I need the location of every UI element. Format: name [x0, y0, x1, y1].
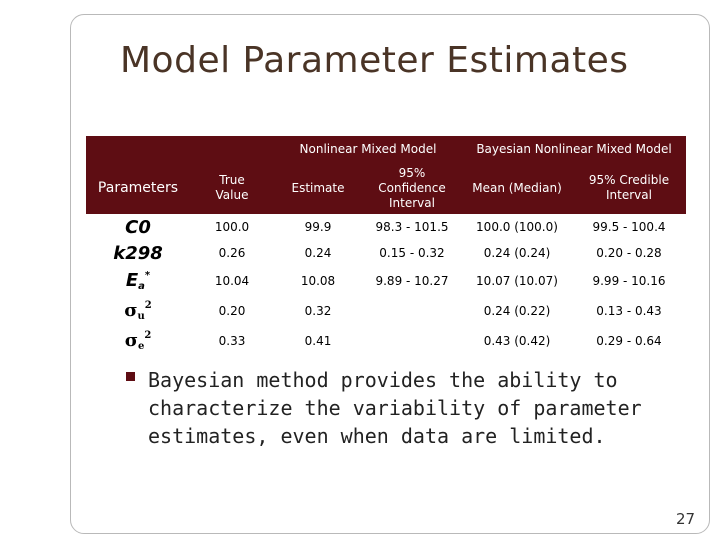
cell-value: 10.07 (10.07) — [476, 274, 558, 288]
param-label: σe2 — [125, 330, 152, 352]
table-row-sigma-u-true: 0.20 — [190, 296, 274, 326]
table-row-sigma-e-est: 0.41 — [274, 326, 362, 356]
table-row-ea-ci: 9.89 - 10.27 — [362, 266, 462, 296]
cell-value: 99.9 — [304, 220, 332, 234]
cell-value: 10.04 — [214, 274, 250, 288]
cell-value: 9.89 - 10.27 — [375, 274, 449, 288]
header-blank-top — [86, 136, 274, 162]
table-row-sigma-u-mean: 0.24 (0.22) — [462, 296, 572, 326]
cell-value: 0.24 (0.24) — [483, 246, 551, 260]
param-label: k298 — [113, 242, 163, 264]
table-row-sigma-u-cred: 0.13 - 0.43 — [572, 296, 686, 326]
col-header-mean-median-label: Mean (Median) — [472, 180, 562, 195]
cell-value: 0.32 — [304, 304, 332, 318]
param-label: Ea* — [126, 270, 150, 292]
table-row-ea-mean: 10.07 (10.07) — [462, 266, 572, 296]
param-base: E — [125, 270, 139, 291]
table-row-c0-true: 100.0 — [190, 214, 274, 240]
slide-frame — [70, 14, 710, 534]
group-header-nlmm-label: Nonlinear Mixed Model — [299, 141, 437, 156]
param-subscript: u — [137, 311, 145, 322]
param-subscript: a — [138, 281, 145, 292]
table-row-c0-est: 99.9 — [274, 214, 362, 240]
bullet-item: Bayesian method provides the ability to … — [126, 366, 666, 450]
table-row-ea-est: 10.08 — [274, 266, 362, 296]
table-row-k298-ci: 0.15 - 0.32 — [362, 240, 462, 266]
table-row-sigma-u-est: 0.32 — [274, 296, 362, 326]
bullet-text: Bayesian method provides the ability to … — [148, 368, 642, 448]
param-label: C0 — [125, 216, 151, 238]
cell-value: 10.08 — [300, 274, 336, 288]
page-number: 27 — [676, 510, 696, 528]
table-row-c0-ci: 98.3 - 101.5 — [362, 214, 462, 240]
group-header-bayes: Bayesian Nonlinear Mixed Model — [462, 136, 686, 162]
cell-value: 0.13 - 0.43 — [596, 304, 662, 318]
table-row-k298-est: 0.24 — [274, 240, 362, 266]
col-header-parameters: Parameters — [86, 162, 190, 214]
table-row-sigma-e-mean: 0.43 (0.42) — [462, 326, 572, 356]
col-header-estimate-label: Estimate — [291, 180, 345, 195]
param-subscript: e — [137, 341, 145, 352]
param-base: σ — [124, 300, 138, 321]
table-row-sigma-u-ci — [362, 296, 462, 326]
square-bullet-icon — [126, 372, 135, 381]
cell-value: 100.0 (100.0) — [476, 220, 558, 234]
table-row-c0-cred: 99.5 - 100.4 — [572, 214, 686, 240]
table-row-k298-cred: 0.20 - 0.28 — [572, 240, 686, 266]
col-header-mean-median: Mean (Median) — [462, 162, 572, 214]
cell-value: 0.20 - 0.28 — [596, 246, 662, 260]
param-superscript: * — [144, 270, 151, 281]
cell-value: 0.24 — [304, 246, 332, 260]
table-row-c0-param: C0 — [86, 214, 190, 240]
cell-value: 100.0 — [214, 220, 250, 234]
param-label: σu2 — [124, 300, 152, 322]
col-header-parameters-label: Parameters — [97, 179, 179, 196]
col-header-true-value-label: True Value — [215, 173, 249, 202]
col-header-estimate: Estimate — [274, 162, 362, 214]
cell-value: 0.20 — [218, 304, 246, 318]
cell-value: 0.15 - 0.32 — [379, 246, 445, 260]
table-row-ea-true: 10.04 — [190, 266, 274, 296]
table-row-c0-mean: 100.0 (100.0) — [462, 214, 572, 240]
table-row-k298-true: 0.26 — [190, 240, 274, 266]
cell-value: 0.33 — [218, 334, 246, 348]
group-header-bayes-label: Bayesian Nonlinear Mixed Model — [476, 141, 672, 156]
cell-value: 0.43 (0.42) — [483, 334, 551, 348]
col-header-true-value: True Value — [190, 162, 274, 214]
col-header-credible: 95% Credible Interval — [572, 162, 686, 214]
parameter-table: Nonlinear Mixed Model Bayesian Nonlinear… — [86, 136, 686, 356]
col-header-ci: 95% Confidence Interval — [362, 162, 462, 214]
cell-value: 99.5 - 100.4 — [592, 220, 666, 234]
col-header-credible-label: 95% Credible Interval — [588, 173, 670, 202]
param-superscript: 2 — [144, 330, 152, 341]
table-row-sigma-e-true: 0.33 — [190, 326, 274, 356]
cell-value: 9.99 - 10.16 — [592, 274, 666, 288]
table-row-ea-param: Ea* — [86, 266, 190, 296]
group-header-nlmm: Nonlinear Mixed Model — [274, 136, 462, 162]
table-row-sigma-u-param: σu2 — [86, 296, 190, 326]
table-row-sigma-e-cred: 0.29 - 0.64 — [572, 326, 686, 356]
cell-value: 0.41 — [304, 334, 332, 348]
cell-value: 0.26 — [218, 246, 246, 260]
table-row-sigma-e-ci — [362, 326, 462, 356]
table-row-sigma-e-param: σe2 — [86, 326, 190, 356]
param-superscript: 2 — [144, 300, 152, 311]
table-row-ea-cred: 9.99 - 10.16 — [572, 266, 686, 296]
cell-value: 98.3 - 101.5 — [375, 220, 449, 234]
table-row-k298-mean: 0.24 (0.24) — [462, 240, 572, 266]
cell-value: 0.24 (0.22) — [483, 304, 551, 318]
col-header-ci-label: 95% Confidence Interval — [378, 165, 446, 210]
cell-value: 0.29 - 0.64 — [596, 334, 662, 348]
slide-title: Model Parameter Estimates — [120, 40, 629, 81]
table-row-k298-param: k298 — [86, 240, 190, 266]
param-base: σ — [124, 330, 138, 351]
